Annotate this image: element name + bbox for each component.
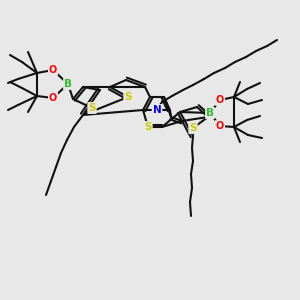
Text: S: S	[189, 123, 197, 133]
Text: O: O	[216, 95, 224, 105]
Text: S: S	[88, 103, 96, 113]
Text: S: S	[144, 122, 152, 132]
Text: O: O	[49, 65, 57, 75]
Text: S: S	[124, 92, 132, 102]
Text: O: O	[49, 93, 57, 103]
Text: B: B	[64, 79, 72, 89]
Text: B: B	[206, 108, 214, 118]
Text: N: N	[153, 105, 161, 115]
Text: O: O	[216, 121, 224, 131]
